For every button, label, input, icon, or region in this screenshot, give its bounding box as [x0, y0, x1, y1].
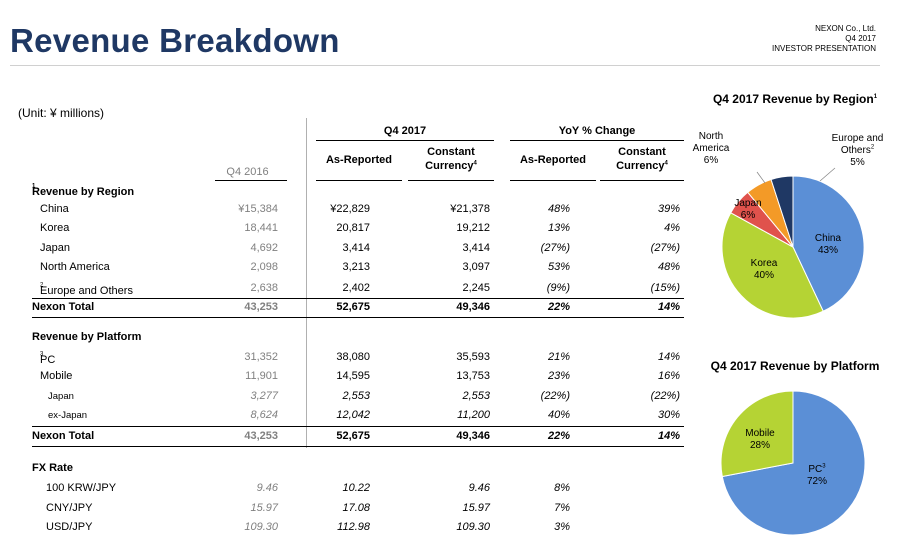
pie-slice-korea — [721, 212, 824, 319]
company-name: NEXON Co., Ltd. — [815, 24, 876, 33]
total-row: Nexon Total 43,253 52,675 49,346 22% 14% — [32, 301, 680, 313]
section-header-fx: FX Rate — [32, 462, 73, 474]
col-underline — [215, 180, 287, 181]
table-row: 100 KRW/JPY 9.46 10.22 9.46 8% — [46, 482, 570, 494]
col-header-yoy-as-reported: As-Reported — [519, 154, 586, 166]
group-header-yoy: YoY % Change — [558, 125, 636, 137]
pie-slice-mobile — [720, 390, 794, 478]
table-row: Japan 4,692 3,414 3,414 (27%) (27%) — [40, 242, 680, 254]
pie-chart-region — [721, 167, 865, 319]
table-row: Europe and Others 2 2,638 2,402 2,245 (9%… — [40, 282, 680, 297]
table-row: PC 3 31,352 38,080 35,593 21% 14% — [40, 351, 680, 366]
table-row: China ¥15,384 ¥22,829 ¥21,378 48% 39% — [40, 203, 680, 215]
table-row: USD/JPY 109.30 112.98 109.30 3% — [46, 521, 570, 533]
total-divider — [32, 426, 684, 427]
total-row: Nexon Total 43,253 52,675 49,346 22% 14% — [32, 430, 680, 442]
col-header-constant-currency: Constant Currency4 — [425, 146, 477, 172]
pie-label-pc: PC3 72% — [806, 463, 827, 487]
pie-label-korea: Korea 40% — [750, 258, 778, 281]
total-divider — [32, 317, 684, 318]
col-underline — [408, 180, 494, 181]
pie-slice-pc — [721, 390, 866, 536]
title-divider — [10, 65, 880, 66]
table-row: Korea 18,441 20,817 19,212 13% 4% — [40, 222, 680, 234]
table-separator — [306, 118, 307, 448]
col-header-q4-2016: Q4 2016 — [226, 166, 269, 178]
pie-slice-europe-and-others — [770, 175, 794, 248]
revenue-table: Q4 2017 YoY % Change Q4 2016 As-Reported… — [32, 118, 684, 533]
table-row: CNY/JPY 15.97 17.08 15.97 7% — [46, 502, 570, 514]
period-label: Q4 2017 — [845, 34, 876, 43]
group-underline — [510, 140, 684, 141]
col-underline — [600, 180, 684, 181]
pie-label-north-america: North America 6% — [692, 131, 730, 166]
table-row: Mobile 11,901 14,595 13,753 23% 16% — [40, 370, 680, 382]
document-type: INVESTOR PRESENTATION — [771, 44, 876, 53]
group-header-q4-2017: Q4 2017 — [383, 125, 427, 137]
section-header-platform: Revenue by Platform — [32, 331, 142, 343]
chart-title-platform: Q4 2017 Revenue by Platform — [710, 359, 880, 373]
col-underline — [316, 180, 402, 181]
table-row: Japan 3,277 2,553 2,553 (22%) (22%) — [48, 390, 680, 402]
unit-label: (Unit: ¥ millions) — [18, 106, 105, 120]
leader-line — [819, 167, 836, 182]
page-title: Revenue Breakdown — [10, 22, 340, 59]
pie-chart-platform — [720, 390, 866, 536]
col-header-as-reported: As-Reported — [325, 154, 392, 166]
leader-line — [756, 171, 766, 184]
pie-label-japan: Japan 6% — [734, 198, 762, 221]
col-header-yoy-constant-currency: Constant Currency4 — [616, 146, 668, 172]
pie-label-europe: Europe and Others2 5% — [831, 133, 884, 168]
pie-label-mobile: Mobile 28% — [745, 428, 775, 451]
total-divider — [32, 298, 684, 299]
pie-slice-china — [792, 175, 865, 312]
table-row: ex-Japan 8,624 12,042 11,200 40% 30% — [48, 409, 680, 421]
total-divider — [32, 446, 684, 447]
group-underline — [316, 140, 494, 141]
table-row: North America 2,098 3,213 3,097 53% 48% — [40, 261, 680, 273]
chart-title-region: Q4 2017 Revenue by Region1 — [712, 92, 878, 106]
col-underline — [510, 180, 596, 181]
section-header-region: Revenue by Region 1 — [32, 183, 135, 198]
pie-label-china: China 43% — [814, 233, 842, 256]
